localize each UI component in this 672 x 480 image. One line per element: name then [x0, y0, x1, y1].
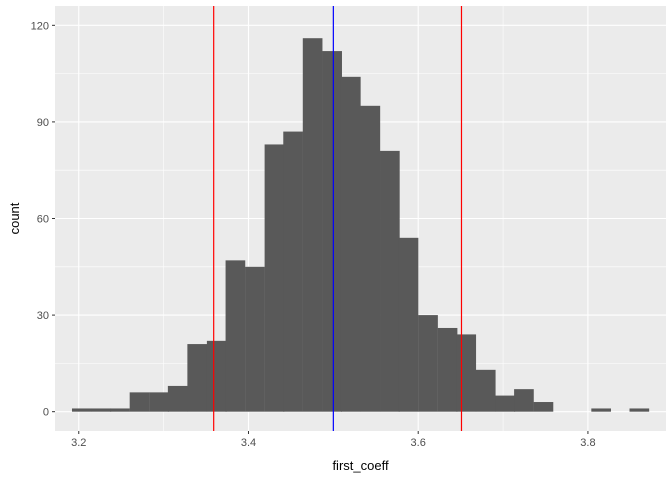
histogram-bar — [495, 395, 516, 412]
reference-lines — [213, 6, 463, 431]
histogram-bar — [475, 369, 496, 412]
histogram-bar — [206, 340, 227, 412]
histogram-bar — [264, 144, 285, 412]
histogram-bar — [360, 105, 381, 412]
y-tick-label: 30 — [37, 310, 49, 322]
histogram-bar — [340, 76, 361, 412]
histogram-bar — [514, 389, 534, 412]
histogram-bar — [456, 334, 477, 412]
x-tick-label: 3.2 — [71, 437, 86, 449]
histogram-bar — [437, 327, 458, 412]
histogram-bars — [71, 38, 650, 412]
x-tick-label: 3.4 — [241, 437, 256, 449]
y-tick-label: 60 — [37, 214, 49, 226]
histogram-bar — [91, 408, 112, 412]
x-axis-ticks: 3.2 3.4 3.6 3.8 — [71, 431, 596, 449]
y-tick-label: 0 — [43, 407, 49, 419]
histogram-bar — [629, 408, 650, 412]
histogram-bar — [225, 260, 246, 412]
x-tick-label: 3.6 — [411, 437, 426, 449]
y-tick-label: 90 — [37, 117, 49, 129]
y-axis-ticks: 0 30 60 90 120 — [31, 20, 55, 419]
histogram-bar — [380, 150, 400, 412]
x-axis-title: first_coeff — [332, 458, 389, 473]
y-axis-title: count — [7, 202, 22, 234]
histogram-bar — [129, 392, 150, 412]
histogram-bar — [533, 402, 554, 412]
histogram-bar — [110, 408, 130, 412]
histogram-bar — [283, 131, 303, 412]
histogram-bar — [398, 237, 419, 412]
histogram-bar — [591, 408, 611, 412]
histogram-bar — [167, 385, 188, 412]
x-tick-label: 3.8 — [580, 437, 595, 449]
histogram-bar — [149, 392, 169, 412]
histogram-bar — [71, 408, 92, 412]
histogram-bar — [322, 51, 342, 412]
histogram-bar — [245, 266, 265, 412]
y-tick-label: 120 — [31, 20, 49, 32]
histogram-bar — [418, 315, 438, 412]
histogram-bar — [302, 38, 323, 412]
histogram-bar — [187, 344, 208, 412]
